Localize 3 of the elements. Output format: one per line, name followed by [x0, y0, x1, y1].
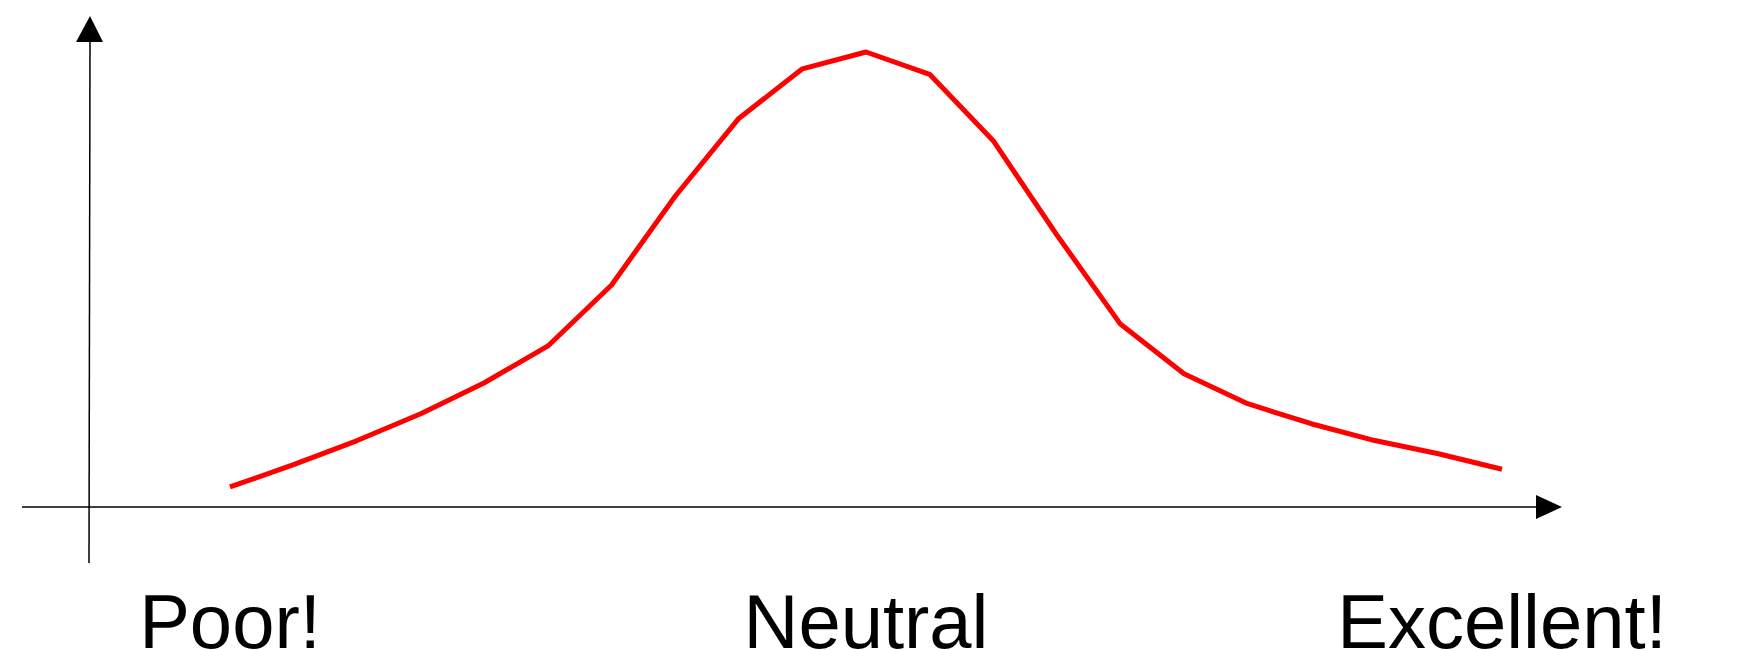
x-tick-label: Neutral	[743, 579, 989, 650]
x-tick-label: Poor!	[139, 579, 321, 650]
x-tick-label: Excellent!	[1337, 579, 1667, 650]
